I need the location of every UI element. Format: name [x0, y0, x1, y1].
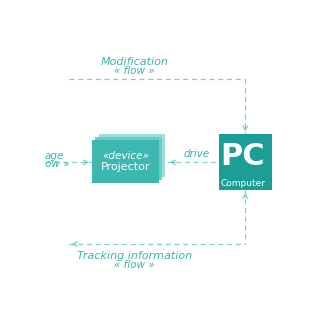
- Text: Projector: Projector: [101, 162, 150, 172]
- FancyBboxPatch shape: [92, 140, 159, 183]
- Text: Tracking information: Tracking information: [77, 251, 192, 261]
- Text: Computer: Computer: [220, 179, 265, 188]
- Text: PC: PC: [220, 141, 265, 171]
- Text: Modification: Modification: [100, 57, 168, 67]
- Text: «device»: «device»: [102, 151, 149, 161]
- FancyBboxPatch shape: [219, 134, 272, 190]
- Text: age: age: [45, 151, 64, 161]
- Text: ow »: ow »: [45, 159, 69, 169]
- FancyBboxPatch shape: [99, 134, 165, 177]
- Text: drive: drive: [184, 149, 210, 159]
- Text: « flow »: « flow »: [114, 66, 155, 76]
- Text: « flow »: « flow »: [114, 260, 155, 269]
- FancyBboxPatch shape: [95, 137, 162, 180]
